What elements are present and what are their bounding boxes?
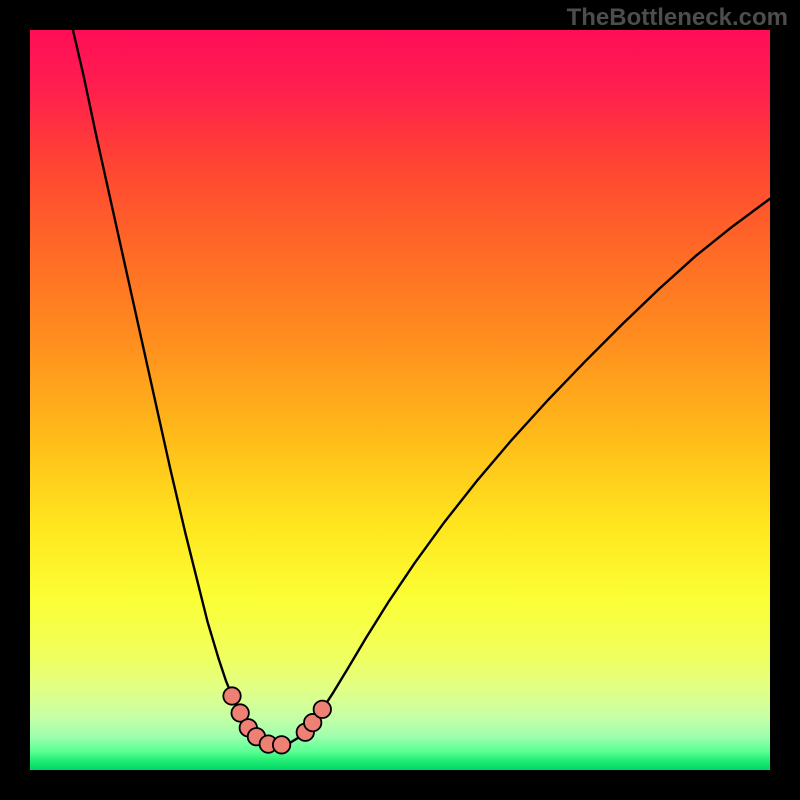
watermark-text: TheBottleneck.com — [567, 4, 788, 32]
marker-point — [273, 736, 290, 753]
bottleneck-curve-chart — [0, 0, 800, 800]
gradient-background — [30, 30, 770, 770]
marker-point — [223, 687, 240, 704]
marker-point — [314, 701, 331, 718]
chart-container: TheBottleneck.com — [0, 0, 800, 800]
